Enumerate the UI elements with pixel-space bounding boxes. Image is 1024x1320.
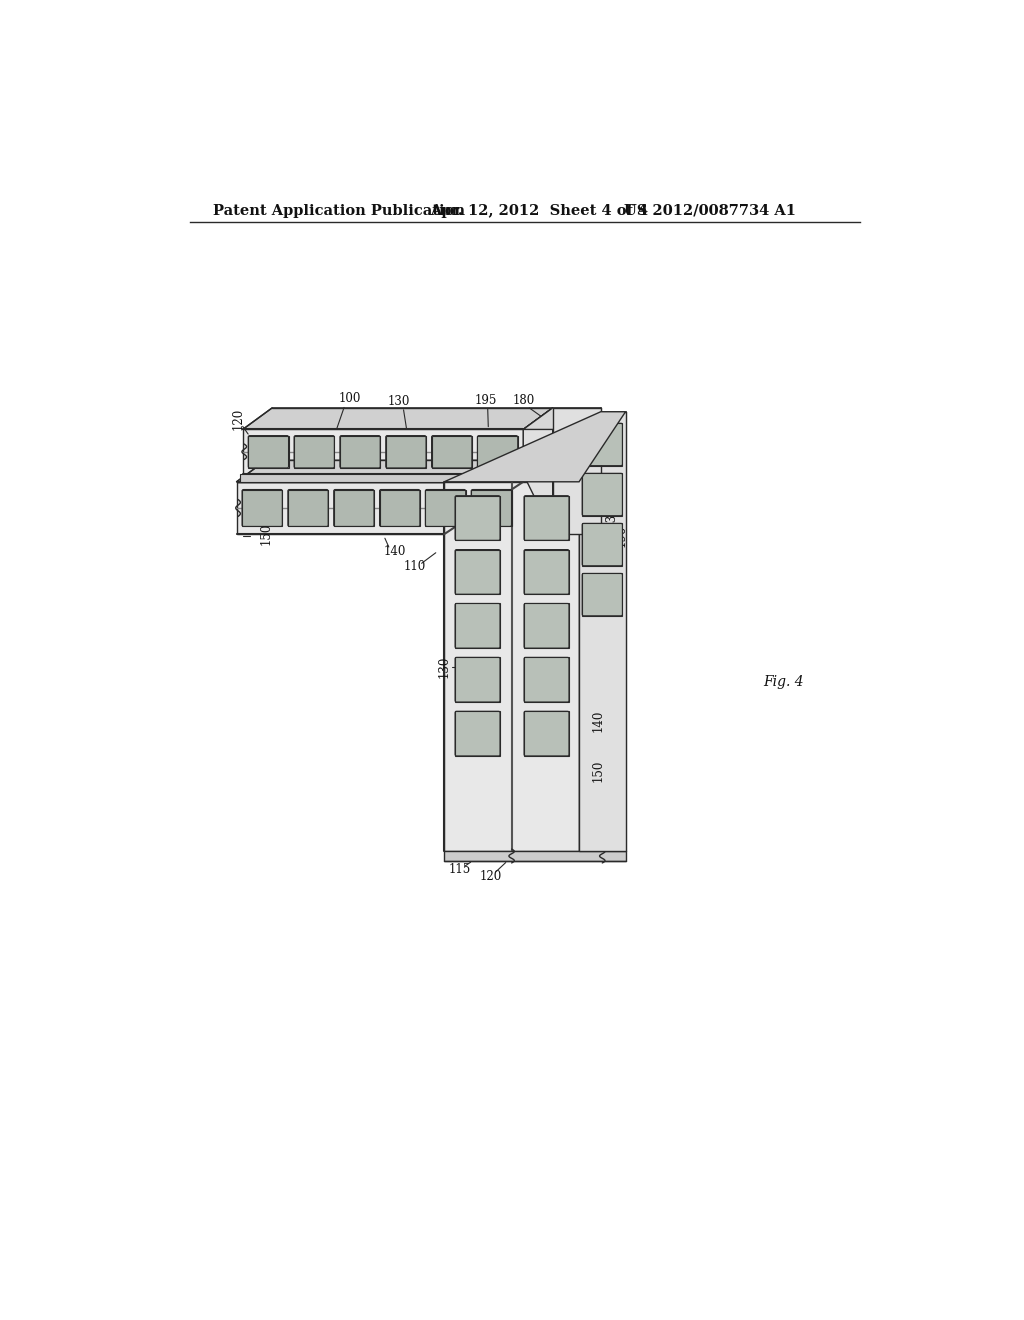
FancyBboxPatch shape	[334, 490, 374, 527]
Text: 140: 140	[591, 709, 604, 731]
Bar	[455, 496, 500, 540]
FancyBboxPatch shape	[455, 657, 500, 702]
Bar	[386, 436, 426, 469]
Polygon shape	[523, 408, 553, 535]
FancyBboxPatch shape	[583, 474, 623, 516]
Bar	[583, 424, 623, 466]
FancyBboxPatch shape	[524, 549, 569, 594]
Text: 150: 150	[259, 523, 272, 545]
Bar	[524, 603, 569, 648]
FancyBboxPatch shape	[455, 603, 500, 648]
Polygon shape	[444, 412, 626, 482]
FancyBboxPatch shape	[242, 490, 283, 527]
Text: 110: 110	[403, 560, 426, 573]
Text: 140: 140	[383, 545, 406, 557]
FancyBboxPatch shape	[425, 490, 466, 527]
Bar	[444, 482, 579, 851]
Bar	[240, 474, 514, 482]
FancyBboxPatch shape	[340, 436, 380, 469]
Bar	[583, 524, 623, 566]
Text: Fig. 4: Fig. 4	[764, 675, 804, 689]
Polygon shape	[523, 408, 601, 429]
FancyBboxPatch shape	[524, 603, 569, 648]
Text: US 2012/0087734 A1: US 2012/0087734 A1	[624, 203, 796, 218]
Bar	[455, 549, 500, 594]
FancyBboxPatch shape	[288, 490, 328, 527]
Bar	[380, 490, 420, 527]
Bar	[455, 603, 500, 648]
Bar	[444, 851, 626, 861]
FancyBboxPatch shape	[248, 436, 289, 469]
Bar	[583, 573, 623, 615]
Bar	[524, 711, 569, 756]
Bar	[477, 436, 518, 469]
FancyBboxPatch shape	[294, 436, 335, 469]
Bar	[248, 436, 289, 469]
Bar	[583, 474, 623, 516]
Text: 120: 120	[231, 408, 245, 430]
FancyBboxPatch shape	[380, 490, 420, 527]
Text: 150: 150	[592, 759, 605, 781]
Bar	[243, 429, 523, 474]
FancyBboxPatch shape	[583, 524, 623, 566]
Bar	[242, 490, 283, 527]
Bar	[524, 496, 569, 540]
Text: 190: 190	[614, 524, 628, 546]
FancyBboxPatch shape	[583, 424, 623, 466]
FancyBboxPatch shape	[524, 657, 569, 702]
Text: Patent Application Publication: Patent Application Publication	[213, 203, 465, 218]
Bar	[524, 657, 569, 702]
FancyBboxPatch shape	[477, 436, 518, 469]
Bar	[471, 490, 512, 527]
Text: 115: 115	[449, 863, 471, 876]
Bar	[431, 436, 472, 469]
FancyBboxPatch shape	[524, 496, 569, 540]
Text: Apr. 12, 2012  Sheet 4 of 4: Apr. 12, 2012 Sheet 4 of 4	[430, 203, 648, 218]
Text: 130: 130	[437, 656, 451, 677]
FancyBboxPatch shape	[455, 496, 500, 540]
Text: 100: 100	[339, 392, 360, 405]
FancyBboxPatch shape	[455, 711, 500, 756]
Text: 120: 120	[479, 870, 502, 883]
Text: 180: 180	[512, 395, 535, 408]
Bar	[340, 436, 380, 469]
Bar	[288, 490, 328, 527]
FancyBboxPatch shape	[386, 436, 426, 469]
FancyBboxPatch shape	[455, 549, 500, 594]
FancyBboxPatch shape	[583, 573, 623, 615]
Bar	[425, 490, 466, 527]
FancyBboxPatch shape	[471, 490, 512, 527]
Bar	[524, 549, 569, 594]
Polygon shape	[237, 461, 547, 482]
Text: 125: 125	[606, 536, 618, 558]
FancyBboxPatch shape	[431, 436, 472, 469]
Bar	[455, 657, 500, 702]
FancyBboxPatch shape	[524, 711, 569, 756]
Text: 130: 130	[388, 395, 411, 408]
Bar	[334, 490, 374, 527]
Polygon shape	[243, 408, 553, 429]
Bar	[553, 408, 601, 535]
Text: 195: 195	[475, 393, 498, 407]
Bar	[579, 412, 626, 851]
Bar	[455, 711, 500, 756]
Bar	[237, 482, 517, 535]
Text: 123: 123	[605, 512, 618, 535]
Bar	[294, 436, 335, 469]
